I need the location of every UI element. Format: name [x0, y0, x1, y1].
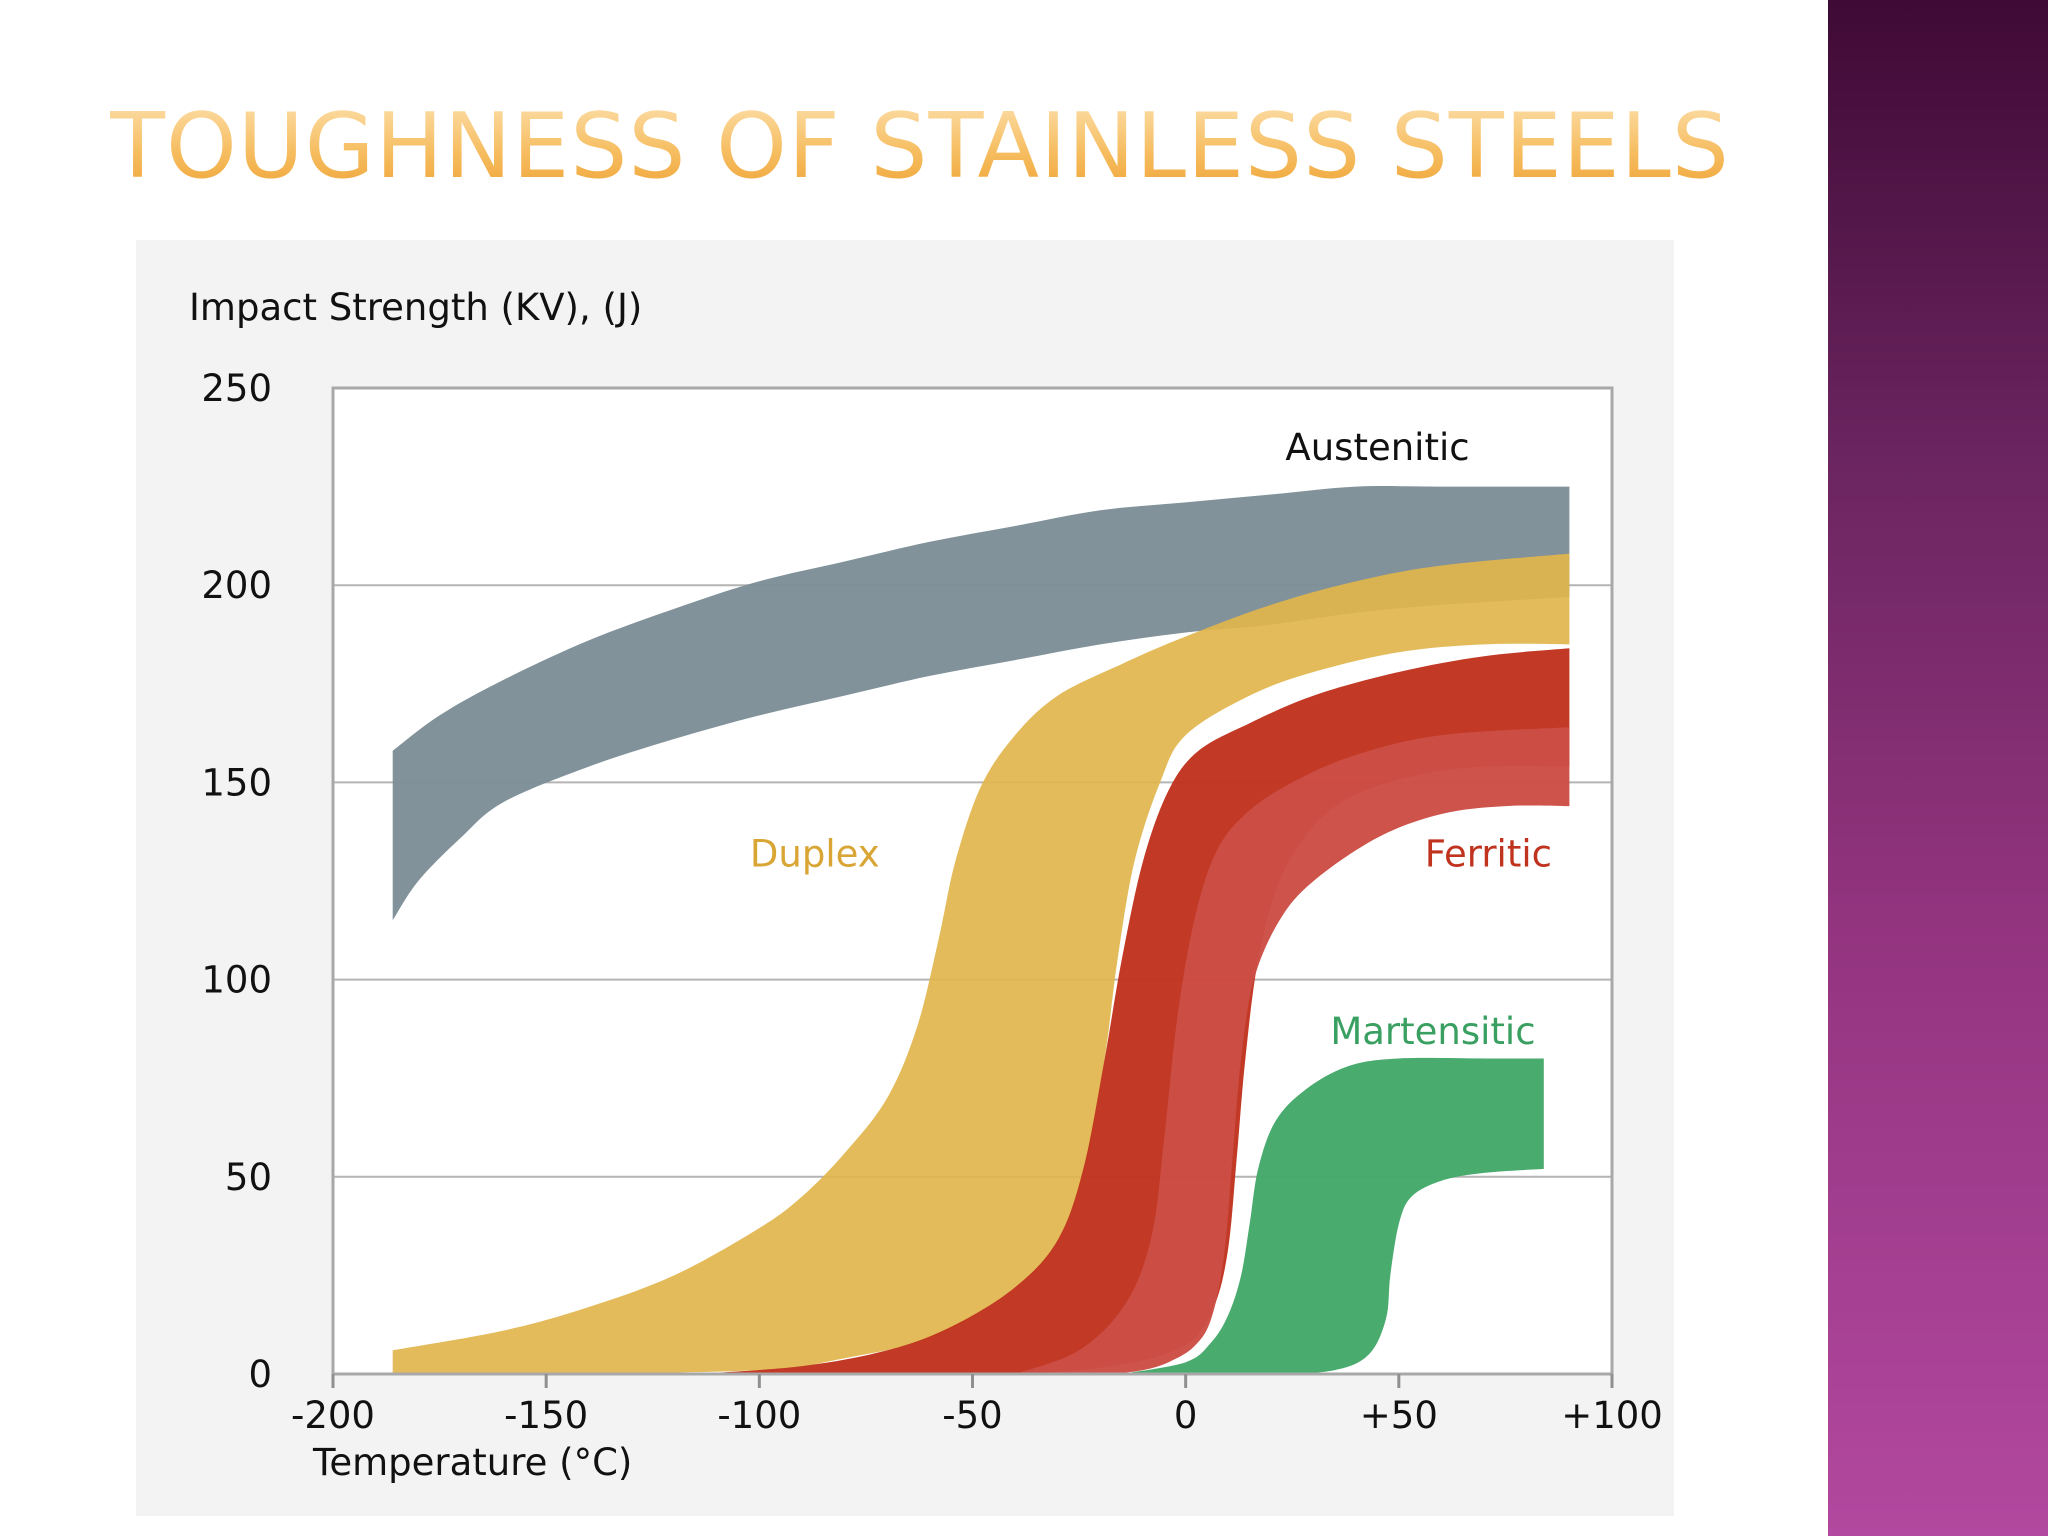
ferritic-label: Ferritic: [1425, 832, 1552, 875]
x-tick-label: -100: [717, 1394, 801, 1437]
duplex-band: [392, 553, 1570, 1375]
slide-sidebar-gradient: [1828, 0, 2048, 1536]
slide-title: TOUGHNESS OF STAINLESS STEELS: [110, 92, 1730, 202]
y-tick-label: 50: [225, 1156, 272, 1199]
y-tick-label: 100: [201, 959, 272, 1002]
martensitic-band: [1121, 1057, 1544, 1375]
y-tick-label: 250: [201, 367, 272, 410]
y-tick-label: 150: [201, 761, 272, 804]
tick-layer: 0 50 100 150 200 250 -200 -150 -100 -50 0 +50 +100: [201, 367, 1662, 1437]
x-tick-label: -50: [942, 1394, 1002, 1437]
y-tick-label: 0: [248, 1353, 272, 1396]
ferritic-band: [695, 648, 1570, 1375]
impact-strength-chart: 0 50 100 150 200 250 -200 -150 -100 -50 0 +50 +100 A…: [189, 286, 1663, 1484]
austenitic-band: [392, 486, 1570, 921]
ferritic-band-light-band: [1015, 727, 1570, 1375]
x-tick-label: +50: [1360, 1394, 1438, 1437]
x-tick-label: -150: [504, 1394, 588, 1437]
x-tick-label: +100: [1561, 1394, 1663, 1437]
duplex-label: Duplex: [750, 832, 880, 875]
label-layer: Austenitic Duplex Ferritic Martensitic: [750, 426, 1552, 1053]
x-tick-label: 0: [1174, 1394, 1198, 1437]
x-tick-label: -200: [291, 1394, 375, 1437]
y-tick-label: 200: [201, 564, 272, 607]
band-layer: [392, 486, 1570, 1375]
austenitic-label: Austenitic: [1285, 426, 1469, 469]
chart-panel: 0 50 100 150 200 250 -200 -150 -100 -50 0 +50 +100 A…: [136, 240, 1674, 1516]
martensitic-label: Martensitic: [1330, 1010, 1535, 1053]
y-axis-title: Impact Strength (KV), (J): [189, 286, 642, 329]
x-axis-title: Temperature (°C): [312, 1441, 632, 1484]
